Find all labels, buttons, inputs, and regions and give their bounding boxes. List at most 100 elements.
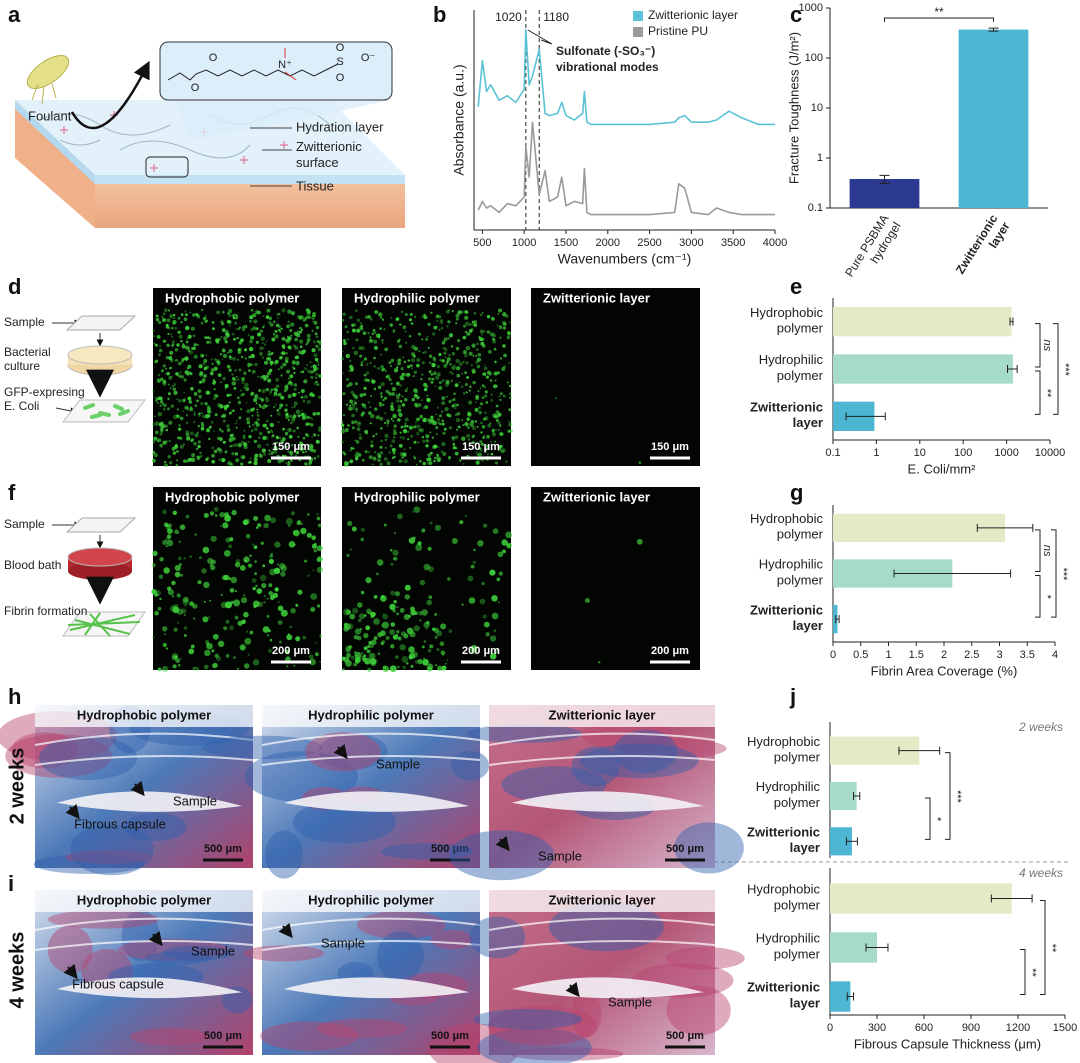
schematic-f <box>52 517 146 637</box>
speckle <box>461 603 464 606</box>
speckle <box>211 559 216 565</box>
speckle <box>310 366 313 368</box>
speckle <box>428 420 433 425</box>
speckle <box>362 403 367 408</box>
scale-bar-label: 200 μm <box>651 645 689 657</box>
image-title: Zwitterionic layer <box>543 489 650 504</box>
speckle <box>358 436 363 440</box>
speckle <box>284 359 289 364</box>
speckle <box>390 404 394 408</box>
speckle <box>447 577 451 581</box>
speckle <box>452 446 456 450</box>
speckle <box>371 463 374 466</box>
speckle <box>464 514 467 518</box>
speckle <box>305 433 309 437</box>
speckle <box>432 358 437 362</box>
schematic-label: Tissue <box>296 178 334 193</box>
speckle <box>494 440 497 443</box>
speckle <box>496 324 499 327</box>
speckle <box>380 368 385 372</box>
speckle <box>427 377 430 380</box>
speckle <box>266 614 270 618</box>
speckle <box>423 640 426 643</box>
speckle <box>199 451 202 455</box>
speckle <box>475 443 477 446</box>
speckle <box>316 340 320 343</box>
speckle <box>448 309 450 311</box>
speckle <box>232 381 237 386</box>
speckle <box>477 390 480 392</box>
speckle <box>456 403 460 407</box>
x-tick-label: 10000 <box>1035 447 1066 459</box>
speckle <box>214 413 218 417</box>
speckle <box>287 309 292 314</box>
speckle <box>392 330 395 333</box>
speckle <box>351 426 355 430</box>
speckle <box>482 436 485 439</box>
speckle <box>293 344 296 348</box>
speckle <box>287 336 290 339</box>
speckle <box>284 454 287 457</box>
speckle <box>315 372 319 376</box>
speckle <box>267 459 272 463</box>
speckle <box>262 326 265 329</box>
panel-label: j <box>789 684 796 709</box>
speckle <box>213 449 218 454</box>
speckle <box>152 451 156 454</box>
speckle <box>355 382 358 386</box>
speckle <box>186 337 189 340</box>
speckle <box>225 601 232 609</box>
speckle <box>354 628 362 635</box>
speckle <box>436 453 439 457</box>
speckle <box>306 341 309 344</box>
image-annotation: Sample <box>191 943 235 958</box>
speckle <box>268 558 274 565</box>
speckle <box>396 395 400 399</box>
scale-bar-label: 500 μm <box>666 1030 704 1042</box>
speckle <box>421 436 425 439</box>
error-cap <box>845 837 858 846</box>
speckle <box>220 320 224 324</box>
speckle <box>397 418 401 421</box>
speckle <box>284 431 289 436</box>
speckle <box>355 654 358 657</box>
speckle <box>413 625 420 632</box>
speckle <box>167 397 170 401</box>
speckle <box>359 325 364 330</box>
speckle <box>184 405 189 410</box>
speckle <box>448 401 451 404</box>
speckle <box>184 370 189 375</box>
speckle <box>422 439 426 443</box>
speckle <box>269 393 271 395</box>
speckle <box>255 327 259 331</box>
speckle <box>584 598 590 603</box>
speckle <box>444 382 449 387</box>
speckle <box>358 618 362 623</box>
speckle <box>346 377 349 381</box>
speckle <box>240 338 244 343</box>
error-cap <box>846 992 854 1001</box>
speckle <box>317 434 320 437</box>
speckle <box>379 445 383 449</box>
speckle <box>380 641 385 646</box>
speckle <box>345 353 350 359</box>
speckle <box>253 457 258 462</box>
speckle <box>277 328 281 332</box>
speckle <box>246 418 249 421</box>
speckle <box>210 358 213 361</box>
speckle <box>471 368 476 373</box>
speckle <box>352 393 356 397</box>
speckle <box>359 393 364 398</box>
speckle <box>262 374 266 379</box>
speckle <box>246 630 249 633</box>
speckle <box>451 538 458 544</box>
speckle <box>176 414 179 417</box>
speckle <box>368 652 376 660</box>
tissue-region <box>117 938 227 961</box>
speckle <box>356 318 360 322</box>
bar <box>830 981 851 1012</box>
speckle <box>203 374 207 378</box>
speckle <box>226 393 230 397</box>
speckle <box>193 392 198 396</box>
